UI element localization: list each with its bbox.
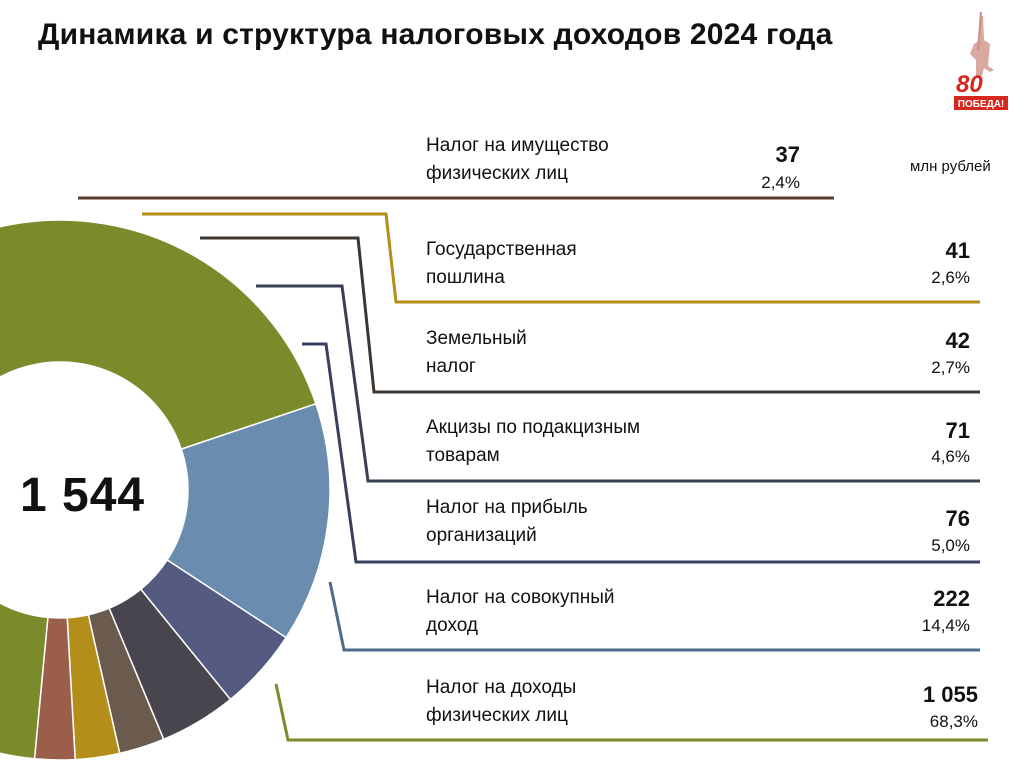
legend-percent-0: 2,4% bbox=[761, 173, 800, 192]
legend-label-6: Налог на доходы физических лиц bbox=[426, 677, 577, 726]
legend-label-3: Акцизы по подакцизным товарам bbox=[426, 417, 641, 466]
legend-percent-5: 14,4% bbox=[921, 616, 970, 635]
legend-label-5: Налог на совокупный доход bbox=[426, 587, 615, 636]
leader-lines bbox=[78, 196, 988, 742]
legend-label-4: Налог на прибыль организаций bbox=[426, 497, 588, 546]
leader-line-2 bbox=[200, 236, 980, 394]
legend-percent-3: 4,6% bbox=[931, 447, 970, 466]
legend-value-4: 76 bbox=[945, 506, 970, 531]
leader-line-4 bbox=[302, 342, 980, 564]
leader-line-3 bbox=[256, 284, 980, 483]
chart-total: 1 544 bbox=[20, 469, 146, 522]
legend-value-5: 222 bbox=[933, 586, 970, 611]
slice-0 bbox=[0, 219, 317, 760]
legend-value-2: 42 bbox=[945, 328, 970, 353]
slice-6 bbox=[33, 616, 76, 761]
legend-label-1: Государственная пошлина bbox=[426, 239, 577, 288]
legend-label-0: Налог на имущество физических лиц bbox=[426, 135, 609, 184]
legend-percent-2: 2,7% bbox=[931, 358, 970, 377]
legend-label-2: Земельный налог bbox=[426, 328, 527, 377]
unit-label: млн рублей bbox=[910, 158, 991, 175]
legend-percent-4: 5,0% bbox=[931, 536, 970, 555]
logo-80: 80 bbox=[956, 71, 983, 98]
leader-line-6 bbox=[274, 683, 988, 742]
leader-line-1 bbox=[142, 212, 980, 304]
legend-percent-1: 2,6% bbox=[931, 268, 970, 287]
donut-slices bbox=[0, 219, 331, 761]
leader-line-5 bbox=[328, 581, 980, 652]
legend-value-6: 1 055 bbox=[922, 682, 978, 707]
legend-value-3: 71 bbox=[945, 418, 970, 443]
logo-pobeda: ПОБЕДА! bbox=[958, 99, 1005, 110]
victory-80-logo: 80 ПОБЕДА! bbox=[954, 11, 1008, 110]
slice-1 bbox=[166, 402, 331, 639]
legend-value-1: 41 bbox=[945, 238, 970, 263]
legend-percent-6: 68,3% bbox=[929, 712, 978, 731]
page-title: Динамика и структура налоговых доходов 2… bbox=[38, 18, 833, 51]
legend-value-0: 37 bbox=[775, 142, 800, 167]
